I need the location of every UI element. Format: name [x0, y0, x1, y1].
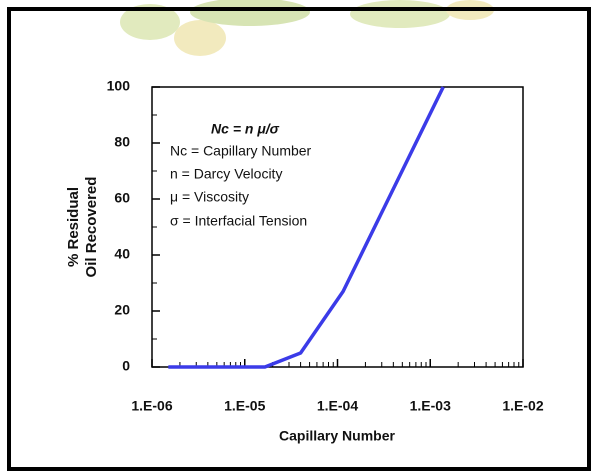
watermark-shape: [174, 20, 226, 56]
y-tick-label: 40: [114, 246, 130, 262]
annotation: Nc = Capillary Number: [170, 143, 312, 159]
data-line: [168, 86, 445, 369]
x-tick-label: 1.E-04: [317, 398, 358, 414]
watermark-shape: [120, 4, 180, 40]
y-tick-label: 80: [114, 134, 130, 150]
y-tick-label: 20: [114, 302, 130, 318]
x-tick-label: 1.E-02: [502, 398, 543, 414]
watermark-shape: [350, 0, 450, 28]
frame: [7, 7, 591, 471]
x-tick-label: 1.E-03: [410, 398, 451, 414]
annotation: σ = Interfacial Tension: [170, 213, 307, 229]
x-axis-label: Capillary Number: [279, 428, 395, 444]
annotation: n = Darcy Velocity: [170, 166, 282, 182]
y-tick-label: 60: [114, 190, 130, 206]
y-axis-label: % Residual: [65, 187, 82, 267]
watermark-shape: [190, 0, 310, 26]
annotation: μ = Viscosity: [170, 189, 249, 205]
x-tick-label: 1.E-06: [131, 398, 172, 414]
annotation: Nc = n μ/σ: [211, 121, 280, 137]
x-tick-label: 1.E-05: [224, 398, 265, 414]
y-tick-label: 0: [122, 358, 130, 374]
y-axis-label: Oil Recovered: [83, 177, 100, 278]
y-tick-label: 100: [107, 78, 131, 94]
